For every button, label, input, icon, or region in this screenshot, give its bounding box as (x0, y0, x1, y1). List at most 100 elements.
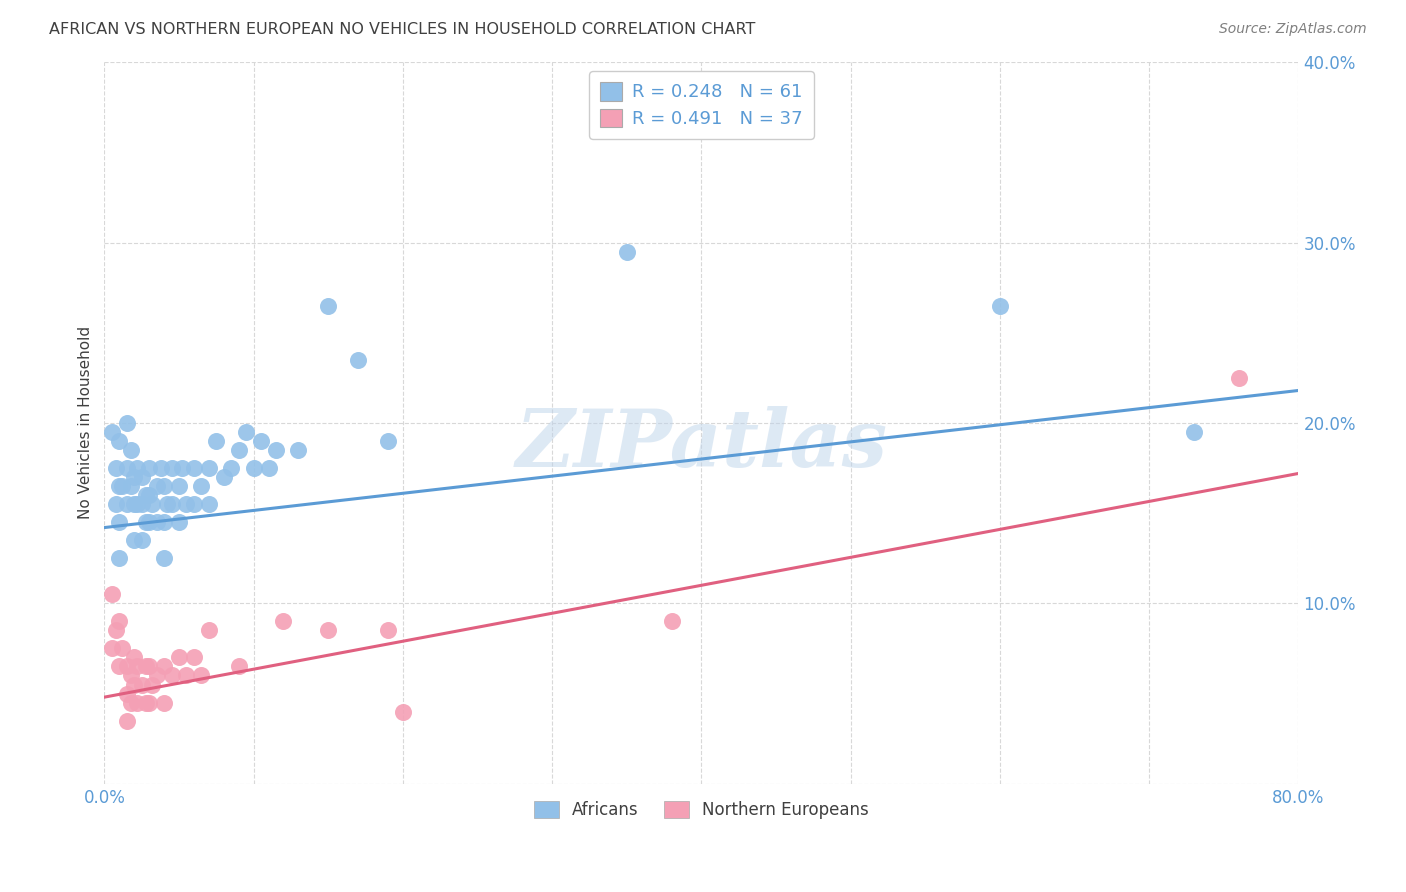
Point (988, 299, 1011, 313)
Point (108, 551, 131, 566)
Point (190, 479, 212, 493)
Point (661, 615, 683, 629)
Point (138, 488, 160, 502)
Point (111, 479, 134, 493)
Point (212, 470, 235, 484)
Point (122, 497, 145, 511)
Point (131, 533, 153, 548)
Point (120, 668, 142, 682)
Point (145, 668, 167, 682)
Point (153, 515, 176, 529)
Point (257, 461, 280, 475)
Point (377, 434, 399, 448)
Point (242, 461, 264, 475)
Point (198, 497, 221, 511)
Point (122, 677, 145, 691)
Point (392, 705, 415, 719)
Point (183, 461, 205, 475)
Point (131, 497, 153, 511)
Point (235, 425, 257, 439)
Point (219, 461, 242, 475)
Point (105, 497, 128, 511)
Point (138, 659, 160, 673)
Text: AFRICAN VS NORTHERN EUROPEAN NO VEHICLES IN HOUSEHOLD CORRELATION CHART: AFRICAN VS NORTHERN EUROPEAN NO VEHICLES… (49, 22, 755, 37)
Point (111, 641, 134, 656)
Point (135, 488, 157, 502)
Point (138, 461, 160, 475)
Point (105, 624, 128, 638)
Point (153, 696, 176, 710)
Point (1182, 425, 1205, 439)
Point (115, 461, 138, 475)
Point (120, 696, 142, 710)
Point (153, 659, 176, 673)
Point (141, 677, 163, 691)
Point (135, 659, 157, 673)
Point (127, 461, 149, 475)
Point (115, 416, 138, 430)
Point (101, 587, 124, 601)
Point (616, 244, 638, 259)
Legend: Africans, Northern Europeans: Africans, Northern Europeans (527, 795, 876, 826)
Point (198, 624, 221, 638)
Point (150, 461, 173, 475)
Point (141, 497, 163, 511)
Point (160, 497, 183, 511)
Point (127, 659, 149, 673)
Point (153, 551, 176, 566)
Point (138, 696, 160, 710)
Point (105, 461, 128, 475)
Point (377, 624, 399, 638)
Point (167, 515, 190, 529)
Point (156, 497, 179, 511)
Text: Source: ZipAtlas.com: Source: ZipAtlas.com (1219, 22, 1367, 37)
Point (131, 677, 153, 691)
Point (122, 470, 145, 484)
Point (131, 470, 153, 484)
Point (108, 434, 131, 448)
Point (176, 668, 198, 682)
Point (167, 479, 190, 493)
Point (122, 650, 145, 665)
Point (228, 442, 250, 457)
Point (183, 497, 205, 511)
Point (264, 442, 287, 457)
Text: ZIPatlas: ZIPatlas (516, 406, 887, 483)
Point (101, 641, 124, 656)
Point (115, 687, 138, 701)
Point (115, 497, 138, 511)
Point (316, 299, 339, 313)
Point (250, 434, 273, 448)
Point (183, 650, 205, 665)
Point (347, 352, 370, 367)
Point (101, 425, 124, 439)
Y-axis label: No Vehicles in Household: No Vehicles in Household (79, 326, 93, 519)
Point (120, 479, 142, 493)
Point (122, 533, 145, 548)
Point (205, 434, 228, 448)
Point (145, 479, 167, 493)
Point (138, 515, 160, 529)
Point (108, 615, 131, 629)
Point (167, 650, 190, 665)
Point (153, 479, 176, 493)
Point (170, 461, 193, 475)
Point (190, 668, 212, 682)
Point (127, 696, 149, 710)
Point (108, 479, 131, 493)
Point (273, 615, 295, 629)
Point (135, 515, 157, 529)
Point (115, 714, 138, 728)
Point (1227, 371, 1250, 385)
Point (228, 659, 250, 673)
Point (115, 659, 138, 673)
Point (287, 442, 309, 457)
Point (127, 497, 149, 511)
Point (108, 515, 131, 529)
Point (120, 442, 142, 457)
Point (176, 497, 198, 511)
Point (108, 659, 131, 673)
Point (135, 696, 157, 710)
Point (145, 515, 167, 529)
Point (198, 461, 221, 475)
